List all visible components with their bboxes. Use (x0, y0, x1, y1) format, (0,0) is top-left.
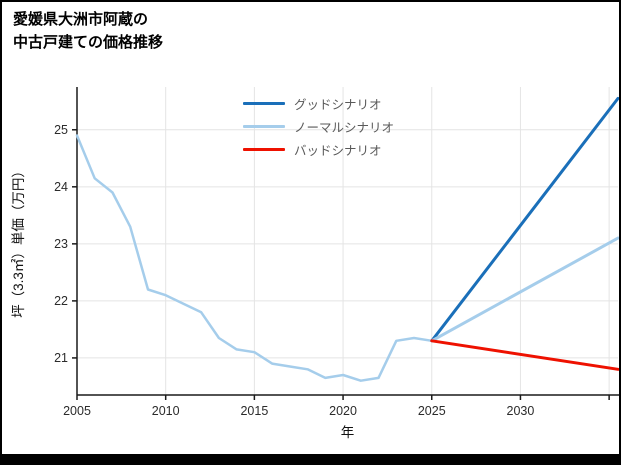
legend-label: グッドシナリオ (294, 98, 382, 112)
title-line-1: 愛媛県大洲市阿蔵の (13, 11, 149, 28)
legend-item: グッドシナリオ (243, 92, 394, 115)
series-line-good (430, 96, 619, 343)
y-tick-label: 24 (54, 180, 68, 194)
y-tick-label: 23 (54, 237, 68, 251)
x-tick-label: 2015 (240, 404, 268, 418)
page-title: 愛媛県大洲市阿蔵の 中古戸建ての価格推移 (13, 9, 163, 54)
y-tick-label: 21 (54, 351, 68, 365)
y-tick-label: 25 (54, 123, 68, 137)
y-tick-label: 22 (54, 294, 68, 308)
chart-legend: グッドシナリオ ノーマルシナリオ バッドシナリオ (243, 92, 394, 161)
legend-swatch-line (243, 148, 285, 151)
x-axis-label: 年 (341, 425, 355, 440)
x-tick-label: 2010 (152, 404, 180, 418)
x-tick-label: 2030 (507, 404, 535, 418)
legend-swatch-line (243, 102, 285, 105)
bottom-bar (2, 454, 619, 463)
legend-label: ノーマルシナリオ (294, 121, 395, 135)
series-line-history (75, 134, 434, 382)
legend-label: バッドシナリオ (294, 144, 382, 158)
legend-item: ノーマルシナリオ (243, 115, 394, 138)
x-tick-label: 2025 (418, 404, 446, 418)
title-line-2: 中古戸建ての価格推移 (13, 33, 164, 51)
legend-item: バッドシナリオ (243, 138, 394, 161)
series-line-normal (430, 236, 619, 343)
x-tick-label: 2020 (329, 404, 357, 418)
y-axis-label: 坪（3.3㎡）単価（万円） (11, 164, 26, 318)
legend-swatch-line (243, 125, 285, 128)
series-line-bad (430, 339, 619, 371)
x-tick-label: 2005 (63, 404, 91, 418)
